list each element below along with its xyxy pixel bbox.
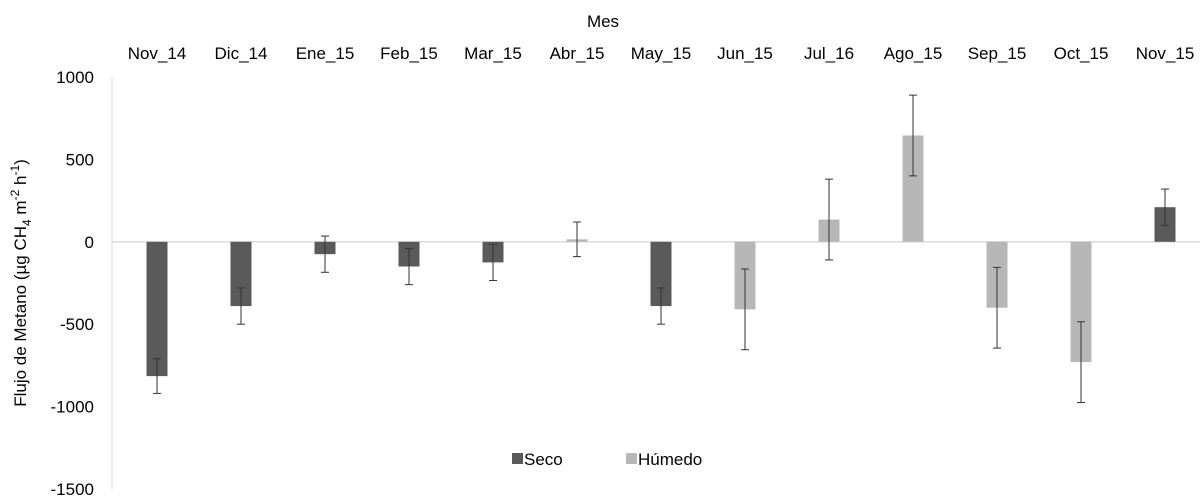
bar-seco-nov_14 xyxy=(146,241,168,377)
x-category-label: Jul_16 xyxy=(804,44,854,63)
error-bar xyxy=(909,94,917,177)
error-bar xyxy=(405,247,413,286)
y-axis-title-m-exp: -2 xyxy=(8,189,22,200)
error-bar xyxy=(1077,321,1085,403)
x-category-label: Feb_15 xyxy=(380,44,438,63)
x-category-label: Sep_15 xyxy=(968,44,1027,63)
error-bar xyxy=(153,358,161,394)
bar-hmedo-ago_15 xyxy=(902,135,924,242)
x-category-label: Oct_15 xyxy=(1054,44,1109,63)
error-bar xyxy=(321,235,329,273)
legend: Seco Húmedo xyxy=(512,450,702,469)
y-tick-label: -1500 xyxy=(51,480,94,497)
legend-swatch-humedo xyxy=(626,453,637,464)
error-bar xyxy=(237,287,245,325)
error-bar xyxy=(741,268,749,351)
bar-seco-dic_14 xyxy=(230,241,252,307)
error-bar xyxy=(825,178,833,261)
bar-seco-may_15 xyxy=(650,241,672,307)
error-bar xyxy=(1161,188,1169,226)
error-bar xyxy=(489,243,497,282)
x-axis-title: Mes xyxy=(587,12,619,31)
legend-label-humedo: Húmedo xyxy=(638,450,702,469)
bars-layer xyxy=(146,135,1176,377)
y-tick-label: 1000 xyxy=(56,68,94,87)
y-axis-title-base: Flujo de Metano (µg CH xyxy=(11,226,30,407)
x-category-label: May_15 xyxy=(631,44,691,63)
y-axis-title-end: ) xyxy=(11,159,30,165)
y-tick-label: -500 xyxy=(60,315,94,334)
x-category-label: Dic_14 xyxy=(215,44,268,63)
x-category-label: Abr_15 xyxy=(550,44,605,63)
x-category-label: Ene_15 xyxy=(296,44,355,63)
x-category-label: Mar_15 xyxy=(464,44,522,63)
error-bar xyxy=(657,287,665,325)
y-tick-label: -1000 xyxy=(51,398,94,417)
legend-label-seco: Seco xyxy=(524,450,563,469)
y-axis-title-h: h xyxy=(11,176,30,190)
y-tick-label: 500 xyxy=(66,150,94,169)
x-category-label: Jun_15 xyxy=(717,44,773,63)
error-bar xyxy=(993,266,1001,349)
y-axis-title-m: m xyxy=(11,200,30,219)
x-category-label: Nov_14 xyxy=(128,44,187,63)
y-axis-title-h-exp: -1 xyxy=(8,165,22,176)
x-category-label: Ago_15 xyxy=(884,44,943,63)
error-bars-layer xyxy=(153,94,1169,403)
y-tick-labels: 1000 500 0 -500 -1000 -1500 xyxy=(51,68,94,497)
y-axis-title: Flujo de Metano (µg CH4 m-2 h-1) xyxy=(8,159,34,407)
y-tick-label: 0 xyxy=(85,233,94,252)
legend-swatch-seco xyxy=(512,453,523,464)
bar-hmedo-oct_15 xyxy=(1070,241,1092,363)
x-category-label: Nov_15 xyxy=(1136,44,1195,63)
y-axis-title-sub: 4 xyxy=(20,219,34,226)
x-category-labels: Nov_14 Dic_14 Ene_15 Feb_15 Mar_15 Abr_15 May_… xyxy=(128,44,1195,63)
error-bar xyxy=(573,221,581,258)
